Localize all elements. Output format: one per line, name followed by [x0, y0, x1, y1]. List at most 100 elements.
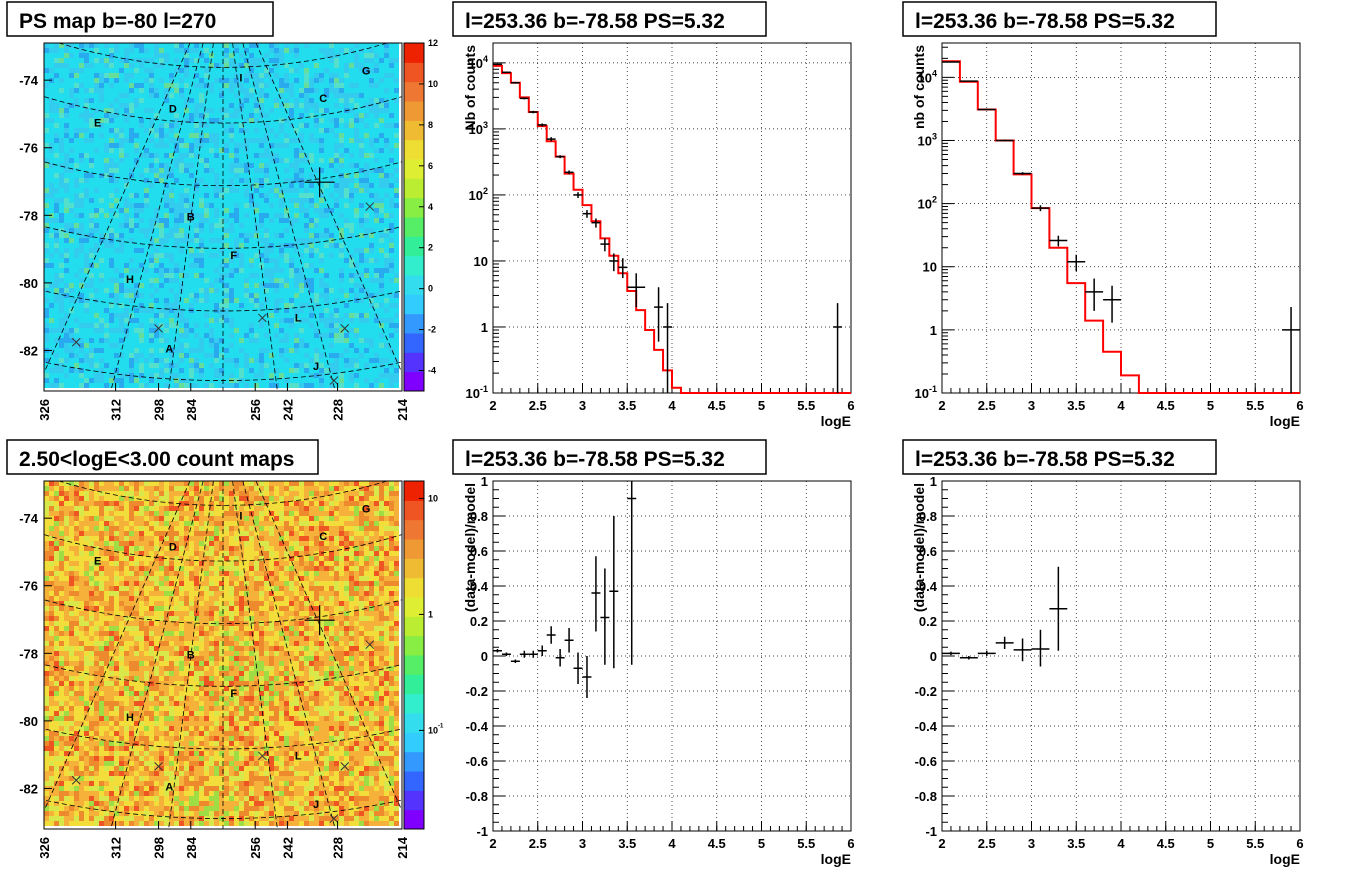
heatmap-cell: [334, 43, 339, 48]
heatmap-cell: [369, 118, 374, 123]
heatmap-cell: [64, 198, 69, 203]
heatmap-cell: [164, 328, 169, 333]
heatmap-cell: [339, 208, 344, 213]
heatmap-cell: [299, 298, 304, 303]
heatmap-cell: [364, 243, 369, 248]
heatmap-cell: [129, 308, 134, 313]
heatmap-cell: [344, 318, 349, 323]
heatmap-cell: [44, 108, 49, 113]
heatmap-cell: [209, 258, 214, 263]
heatmap-cell: [359, 298, 364, 303]
heatmap-cell: [44, 43, 49, 48]
heatmap-cell: [319, 128, 324, 133]
heatmap-cell: [264, 363, 269, 368]
heatmap-cell: [49, 133, 54, 138]
heatmap-cell: [354, 338, 359, 343]
heatmap-cell: [109, 343, 114, 348]
heatmap-cell: [354, 358, 359, 363]
heatmap-cell: [354, 73, 359, 78]
heatmap-cell: [89, 103, 94, 108]
heatmap-cell: [149, 163, 154, 168]
heatmap-cell: [394, 68, 399, 73]
heatmap-cell: [159, 348, 164, 353]
heatmap-cell: [84, 158, 89, 163]
heatmap-cell: [204, 168, 209, 173]
heatmap-cell: [339, 278, 344, 283]
heatmap-cell: [124, 158, 129, 163]
heatmap-cell: [344, 123, 349, 128]
heatmap-cell: [179, 88, 184, 93]
heatmap-cell: [104, 268, 109, 273]
heatmap-cell: [384, 68, 389, 73]
heatmap-cell: [64, 353, 69, 358]
heatmap-cell: [144, 43, 149, 48]
heatmap-cell: [144, 323, 149, 328]
heatmap-cell: [259, 218, 264, 223]
heatmap-cell: [284, 323, 289, 328]
heatmap-cell: [249, 318, 254, 323]
heatmap-cell: [74, 163, 79, 168]
heatmap-cell: [54, 198, 59, 203]
heatmap-cell: [214, 318, 219, 323]
heatmap-cell: [104, 383, 109, 388]
heatmap-cell: [89, 288, 94, 293]
heatmap-cell: [374, 368, 379, 373]
heatmap-cell: [49, 208, 54, 213]
heatmap-cell: [59, 273, 64, 278]
heatmap-cell: [164, 193, 169, 198]
heatmap-cell: [209, 153, 214, 158]
heatmap-cell: [389, 158, 394, 163]
heatmap-cell: [124, 203, 129, 208]
heatmap-cell: [184, 203, 189, 208]
heatmap-cell: [249, 293, 254, 298]
source-label: H: [126, 274, 134, 286]
heatmap-cell: [354, 43, 359, 48]
heatmap-cell: [99, 163, 104, 168]
heatmap-cell: [49, 278, 54, 283]
heatmap-cell: [139, 138, 144, 143]
heatmap-cell: [224, 238, 229, 243]
heatmap-cell: [249, 273, 254, 278]
heatmap-cell: [299, 343, 304, 348]
heatmap-cell: [324, 128, 329, 133]
heatmap-cell: [234, 163, 239, 168]
heatmap-cell: [44, 173, 49, 178]
heatmap-cell: [59, 173, 64, 178]
heatmap-cell: [59, 348, 64, 353]
heatmap-cell: [289, 168, 294, 173]
heatmap-cell: [264, 228, 269, 233]
heatmap-cell: [44, 323, 49, 328]
heatmap-cell: [144, 243, 149, 248]
heatmap-cell: [354, 58, 359, 63]
heatmap-cell: [329, 123, 334, 128]
heatmap-cell: [89, 328, 94, 333]
heatmap-cell: [369, 88, 374, 93]
heatmap-cell: [119, 143, 124, 148]
heatmap-cell: [334, 133, 339, 138]
heatmap-cell: [259, 133, 264, 138]
heatmap-cell: [324, 138, 329, 143]
heatmap-cell: [324, 133, 329, 138]
heatmap-cell: [104, 303, 109, 308]
heatmap-cell: [114, 78, 119, 83]
heatmap-cell: [84, 288, 89, 293]
heatmap-cell: [354, 113, 359, 118]
heatmap-cell: [94, 378, 99, 383]
heatmap-cell: [74, 58, 79, 63]
heatmap-cell: [224, 338, 229, 343]
heatmap-cell: [384, 238, 389, 243]
heatmap-cell: [369, 198, 374, 203]
heatmap-cell: [349, 273, 354, 278]
heatmap-cell: [134, 343, 139, 348]
heatmap-cell: [264, 73, 269, 78]
heatmap-cell: [229, 108, 234, 113]
heatmap-cell: [124, 243, 129, 248]
heatmap-cell: [249, 373, 254, 378]
heatmap-cell: [104, 318, 109, 323]
heatmap-cell: [349, 278, 354, 283]
heatmap-cell: [334, 338, 339, 343]
heatmap-cell: [79, 128, 84, 133]
heatmap-cell: [169, 73, 174, 78]
heatmap-cell: [229, 98, 234, 103]
heatmap-cell: [204, 173, 209, 178]
